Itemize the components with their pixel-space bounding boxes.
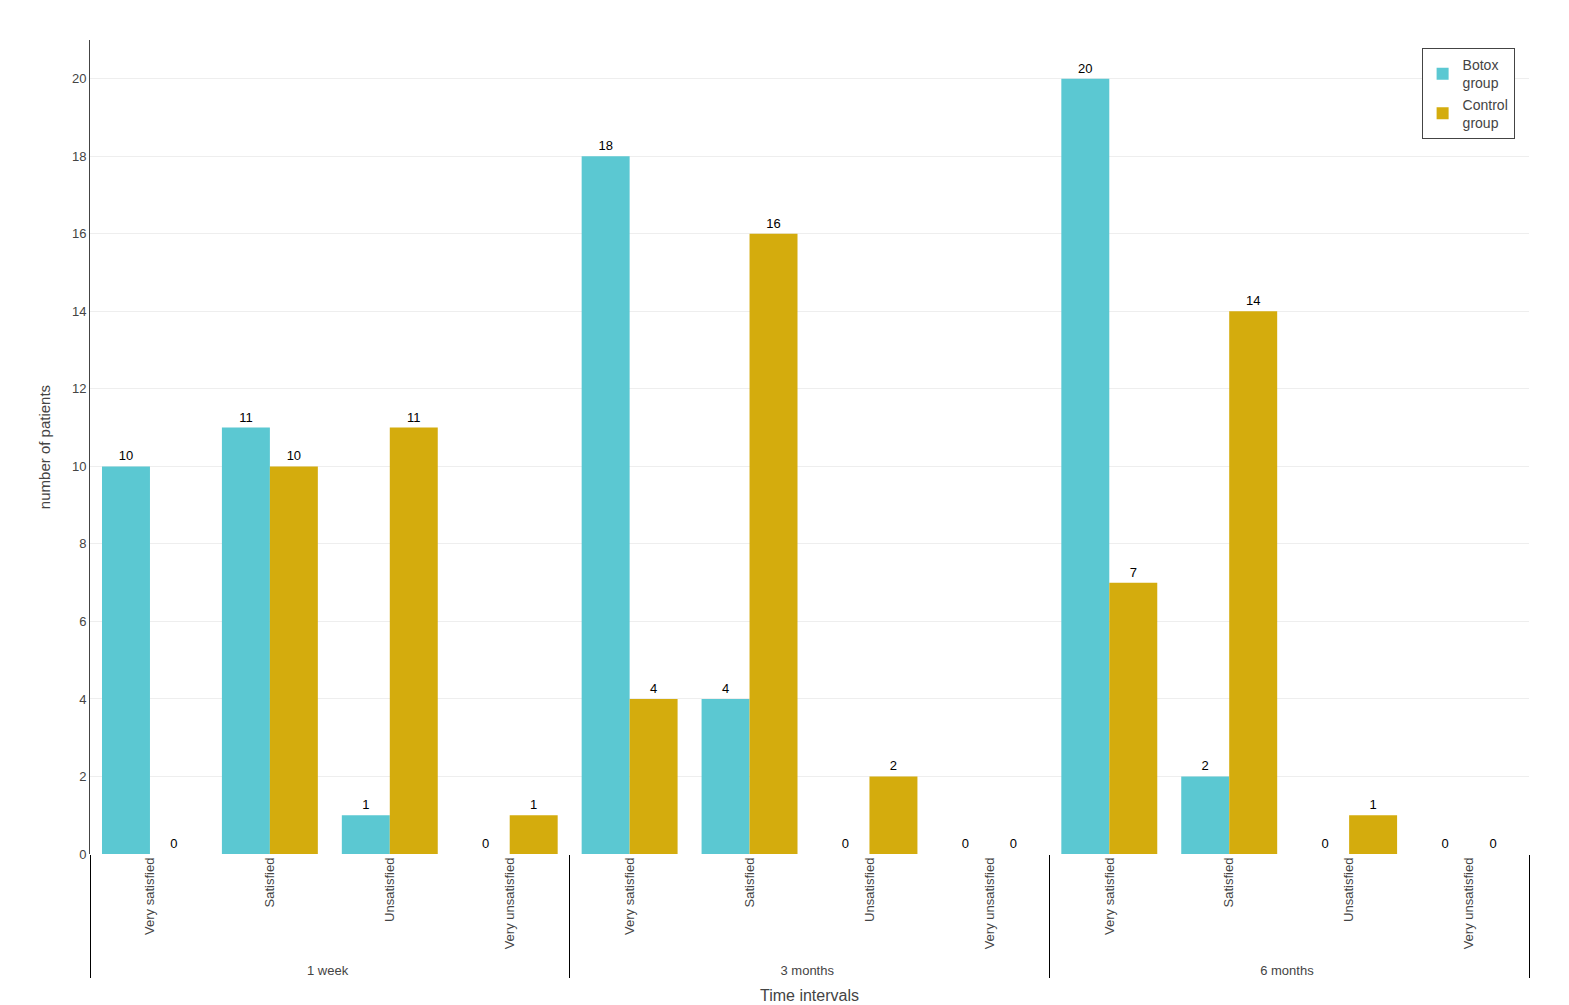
svg-text:Very satisfied: Very satisfied (142, 858, 157, 935)
svg-text:Very unsatisfied: Very unsatisfied (982, 858, 997, 950)
svg-text:0: 0 (170, 836, 177, 851)
svg-text:4: 4 (650, 681, 657, 696)
svg-text:Unsatisfied: Unsatisfied (862, 858, 877, 922)
svg-text:0: 0 (1489, 836, 1496, 851)
svg-text:16: 16 (72, 226, 86, 241)
svg-text:2: 2 (890, 758, 897, 773)
svg-text:0: 0 (1010, 836, 1017, 851)
svg-text:4: 4 (79, 692, 86, 707)
svg-text:10: 10 (287, 448, 301, 463)
svg-text:11: 11 (407, 410, 421, 425)
svg-text:Very unsatisfied: Very unsatisfied (1461, 858, 1476, 950)
svg-text:0: 0 (482, 836, 489, 851)
svg-text:number of patients: number of patients (36, 385, 53, 509)
svg-text:Very satisfied: Very satisfied (622, 858, 637, 935)
svg-text:4: 4 (722, 681, 729, 696)
svg-text:0: 0 (962, 836, 969, 851)
svg-text:16: 16 (766, 216, 780, 231)
svg-text:1: 1 (530, 797, 537, 812)
svg-text:2: 2 (1202, 758, 1209, 773)
svg-text:20: 20 (1078, 61, 1092, 76)
svg-text:3 months: 3 months (780, 963, 834, 978)
svg-text:Satisfied: Satisfied (742, 858, 757, 908)
svg-text:10: 10 (72, 459, 86, 474)
svg-text:18: 18 (72, 149, 86, 164)
svg-text:14: 14 (72, 304, 86, 319)
svg-text:Controlgroup: Controlgroup (1463, 97, 1508, 131)
svg-text:Very satisfied: Very satisfied (1102, 858, 1117, 935)
svg-text:Very unsatisfied: Very unsatisfied (502, 858, 517, 950)
svg-text:7: 7 (1130, 565, 1137, 580)
svg-text:Botoxgroup: Botoxgroup (1463, 57, 1499, 91)
svg-text:Time intervals: Time intervals (760, 987, 859, 1004)
svg-text:6: 6 (79, 614, 86, 629)
svg-text:Unsatisfied: Unsatisfied (382, 858, 397, 922)
svg-text:10: 10 (119, 448, 133, 463)
svg-text:11: 11 (239, 410, 253, 425)
svg-text:14: 14 (1246, 293, 1260, 308)
svg-text:0: 0 (1322, 836, 1329, 851)
svg-text:12: 12 (72, 381, 86, 396)
svg-text:0: 0 (1441, 836, 1448, 851)
svg-text:Satisfied: Satisfied (1221, 858, 1236, 908)
svg-text:1: 1 (1369, 797, 1376, 812)
svg-text:20: 20 (72, 71, 86, 86)
svg-text:0: 0 (842, 836, 849, 851)
svg-text:8: 8 (79, 536, 86, 551)
svg-text:1 week: 1 week (307, 963, 349, 978)
svg-text:0: 0 (79, 847, 86, 862)
svg-text:2: 2 (79, 769, 86, 784)
svg-text:18: 18 (598, 138, 612, 153)
svg-text:1: 1 (362, 797, 369, 812)
svg-text:Satisfied: Satisfied (262, 858, 277, 908)
svg-text:Unsatisfied: Unsatisfied (1341, 858, 1356, 922)
svg-text:6 months: 6 months (1260, 963, 1314, 978)
